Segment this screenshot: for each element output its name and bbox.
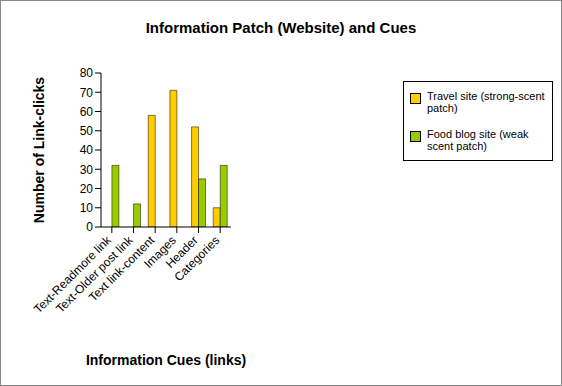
svg-text:20: 20 xyxy=(80,182,94,196)
svg-text:60: 60 xyxy=(80,105,94,119)
html-text:Information Patch (Website) an: Information Patch (Website) and Cues xyxy=(145,19,417,36)
svg-text:70: 70 xyxy=(80,86,94,100)
svg-text:80: 80 xyxy=(80,66,94,80)
html-text:Travel site (strong-scent patc: Travel site (strong-scent patch) xyxy=(427,90,545,114)
html-text:Food blog site (weak scent pat: Food blog site (weak scent patch) xyxy=(427,128,529,152)
svg-text:Number of Link-clicks: Number of Link-clicks xyxy=(31,77,47,223)
svg-text:0: 0 xyxy=(86,220,93,234)
svg-text:50: 50 xyxy=(80,124,94,138)
svg-text:40: 40 xyxy=(80,143,94,157)
svg-text:Information Cues (links): Information Cues (links) xyxy=(86,352,246,368)
svg-text:Text-Readmore link: Text-Readmore link xyxy=(31,233,114,317)
svg-text:30: 30 xyxy=(80,163,94,177)
svg-text:Categories: Categories xyxy=(171,233,222,284)
svg-text:Text link-content: Text link-content xyxy=(86,233,158,305)
svg-text:Images: Images xyxy=(141,233,179,271)
svg-text:Text-Older post link: Text-Older post link xyxy=(53,233,136,316)
svg-text:Header: Header xyxy=(162,233,201,271)
svg-text:10: 10 xyxy=(80,201,94,215)
